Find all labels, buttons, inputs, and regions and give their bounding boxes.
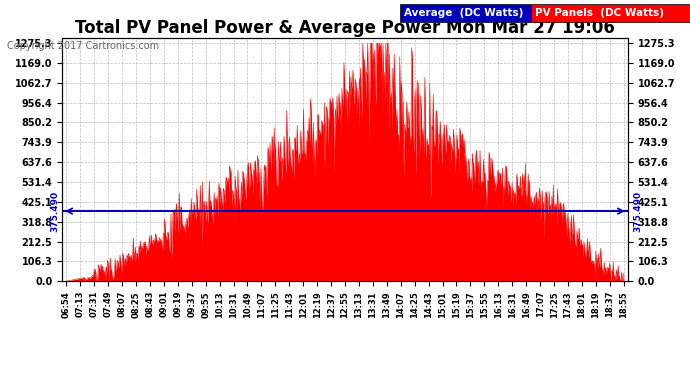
Text: Copyright 2017 Cartronics.com: Copyright 2017 Cartronics.com [7, 41, 159, 51]
Text: PV Panels  (DC Watts): PV Panels (DC Watts) [535, 8, 664, 18]
Text: 375.490: 375.490 [50, 190, 59, 232]
Title: Total PV Panel Power & Average Power Mon Mar 27 19:06: Total PV Panel Power & Average Power Mon… [75, 20, 615, 38]
Text: 375.490: 375.490 [633, 190, 642, 232]
Text: Average  (DC Watts): Average (DC Watts) [404, 8, 523, 18]
